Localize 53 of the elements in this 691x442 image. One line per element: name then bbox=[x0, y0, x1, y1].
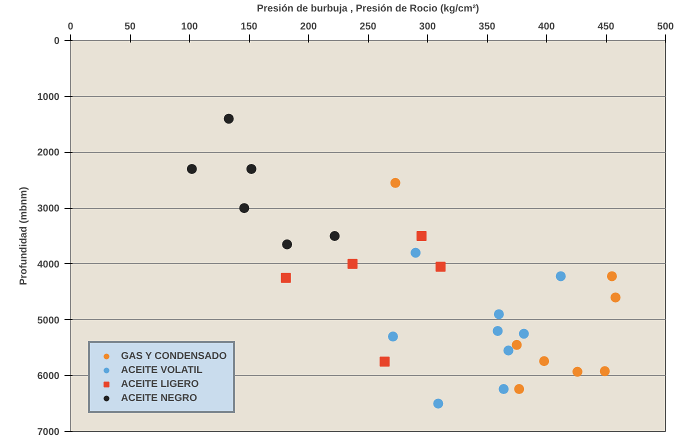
point bbox=[410, 248, 421, 258]
legend-label: ACEITE NEGRO bbox=[121, 392, 198, 405]
point bbox=[572, 366, 582, 377]
x-tick-label: 0 bbox=[68, 22, 74, 32]
x-tick-label: 500 bbox=[657, 22, 674, 32]
x-tick-label: 100 bbox=[181, 22, 198, 32]
point bbox=[610, 292, 621, 302]
point bbox=[539, 356, 550, 366]
x-tick-label: 400 bbox=[538, 22, 556, 32]
y-tick-label: 4000 bbox=[37, 259, 60, 270]
point bbox=[512, 340, 522, 350]
point bbox=[282, 239, 292, 250]
y-tick-label: 7000 bbox=[37, 427, 60, 438]
point bbox=[390, 178, 400, 188]
point bbox=[224, 114, 234, 124]
point bbox=[606, 271, 617, 282]
y-axis-title: Profundidad (mbnm) bbox=[18, 186, 30, 286]
point bbox=[503, 346, 514, 356]
legend-label: GAS Y CONDENSADO bbox=[121, 350, 227, 363]
x-tick-label: 150 bbox=[240, 22, 258, 32]
point bbox=[498, 384, 509, 394]
point bbox=[556, 271, 566, 282]
x-tick-label: 350 bbox=[478, 22, 496, 32]
point bbox=[380, 356, 390, 367]
y-tick-label: 3000 bbox=[37, 204, 60, 215]
point bbox=[330, 231, 340, 241]
point bbox=[436, 262, 446, 272]
point bbox=[239, 203, 250, 214]
x-tick-label: 50 bbox=[124, 22, 136, 32]
point bbox=[494, 309, 504, 320]
point bbox=[348, 258, 358, 269]
point bbox=[388, 332, 398, 342]
y-tick-label: 6000 bbox=[37, 371, 60, 382]
x-axis-title: Presión de burbuja , Presión de Rocio (kg/cm²) bbox=[256, 4, 480, 14]
y-tick-label: 5000 bbox=[37, 315, 60, 326]
legend-label: ACEITE LIGERO bbox=[121, 378, 199, 391]
x-tick-label: 250 bbox=[360, 22, 377, 32]
y-tick-label: 1000 bbox=[37, 92, 60, 103]
point bbox=[416, 231, 427, 241]
y-tick-label: 2000 bbox=[37, 148, 60, 159]
point bbox=[186, 164, 197, 174]
point bbox=[433, 398, 444, 409]
x-tick-label: 450 bbox=[598, 22, 615, 32]
legend-label: ACEITE VOLATIL bbox=[121, 364, 202, 377]
y-tick-label: 0 bbox=[54, 36, 60, 47]
x-tick-label: 200 bbox=[300, 22, 318, 32]
point bbox=[518, 328, 529, 339]
x-tick-label: 300 bbox=[419, 22, 436, 32]
point bbox=[280, 272, 291, 283]
point bbox=[600, 366, 610, 376]
point bbox=[514, 384, 524, 394]
point bbox=[246, 164, 256, 174]
point bbox=[492, 326, 503, 336]
